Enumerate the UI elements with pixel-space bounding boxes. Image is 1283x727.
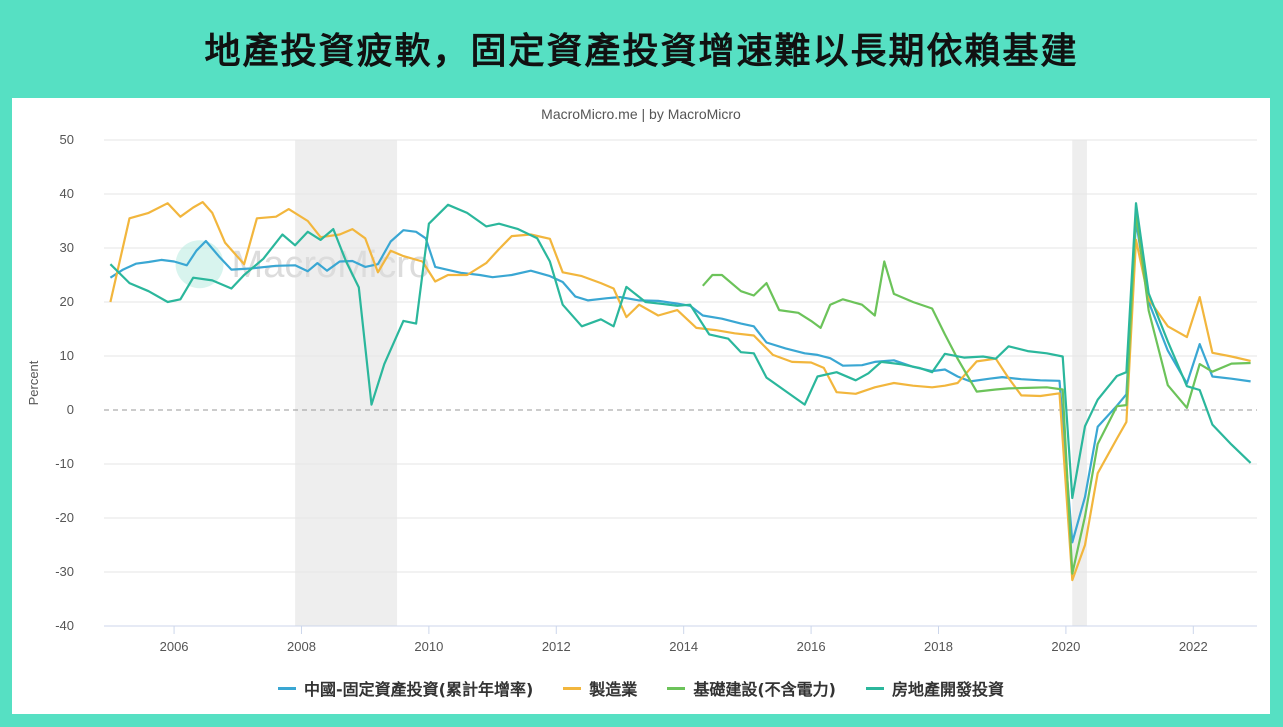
y-tick-label: 20: [60, 294, 74, 309]
legend-swatch: [278, 686, 297, 690]
watermark-logo: [175, 240, 224, 289]
x-tick-label: 2020: [1051, 639, 1080, 654]
legend-item-1[interactable]: 製造業: [563, 676, 637, 700]
x-tick-label: 2016: [797, 639, 826, 654]
legend-item-3[interactable]: 房地產開發投資: [865, 676, 1004, 700]
legend-label: 製造業: [589, 680, 638, 699]
shaded-period-1: [1072, 140, 1087, 626]
legend-swatch: [667, 686, 686, 690]
x-tick-label: 2018: [924, 639, 953, 654]
legend-swatch: [563, 686, 582, 690]
series-line-1: [109, 201, 1251, 582]
page-title: 地產投資疲軟，固定資產投資增速難以長期依賴基建: [204, 31, 1079, 72]
x-tick-label: 2008: [287, 639, 316, 654]
legend-swatch: [865, 686, 884, 690]
legend-item-2[interactable]: 基礎建設(不含電力): [667, 676, 836, 700]
y-tick-label: -20: [55, 510, 74, 525]
x-tick-label: 2010: [414, 639, 443, 654]
legend-item-0[interactable]: 中國-固定資產投資(累計年增率): [278, 676, 533, 700]
legend-label: 中國-固定資產投資(累計年增率): [304, 680, 534, 699]
x-tick-label: 2022: [1179, 639, 1208, 654]
x-tick-label: 2014: [669, 639, 698, 654]
x-tick-label: 2012: [542, 639, 571, 654]
chart-panel: MacroMicro.me | by MacroMicro 50 40 30 20 10…: [12, 98, 1270, 714]
y-tick-label: -30: [55, 564, 74, 579]
y-tick-label: 10: [60, 348, 74, 363]
series-line-0: [109, 219, 1251, 544]
series-line-3: [109, 202, 1252, 500]
legend-label: 基礎建設(不含電力): [693, 680, 836, 699]
y-tick-label: 30: [60, 240, 74, 255]
series-line-2: [701, 211, 1251, 575]
chart-credit[interactable]: MacroMicro.me | by MacroMicro: [541, 106, 741, 122]
chart-legend: 中國-固定資產投資(累計年增率) 製造業 基礎建設(不含電力) 房地產開發投資: [12, 676, 1270, 700]
y-tick-label: 0: [67, 402, 74, 417]
y-tick-label: -40: [55, 618, 74, 633]
y-tick-label: 40: [60, 186, 74, 201]
shaded-period-0: [295, 140, 398, 626]
x-tick-label: 2006: [160, 639, 189, 654]
y-tick-label: 50: [60, 132, 74, 147]
legend-label: 房地產開發投資: [891, 680, 1004, 699]
y-axis-title: Percent: [26, 360, 41, 405]
watermark-text: MacroMicro: [232, 244, 430, 286]
y-tick-label: -10: [55, 456, 74, 471]
